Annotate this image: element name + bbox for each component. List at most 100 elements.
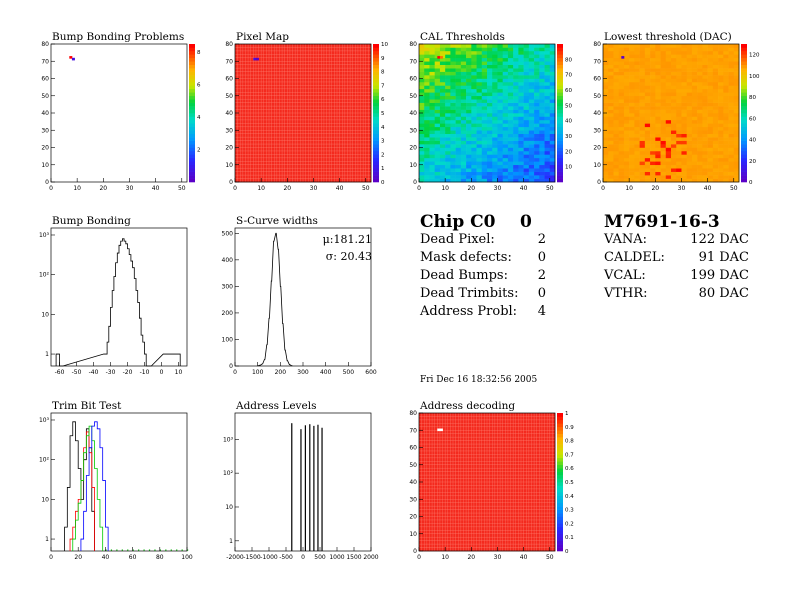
map-cell [608,175,614,179]
y-tick-label: 70 [41,58,49,65]
map-cell [665,78,672,83]
baseline-dot [132,549,134,551]
map-cell [603,54,609,59]
map-cell [528,44,535,48]
color-scale-step [373,133,379,138]
map-cell [539,147,545,152]
map-cell [534,64,540,69]
map-cell [439,81,446,86]
map-cell [439,99,446,103]
color-scale-label: 40 [749,138,756,144]
map-cell [618,64,625,69]
map-cell [466,78,472,83]
map-cell [434,523,441,528]
y-tick-label: 10 [41,162,49,169]
map-cell [723,54,729,59]
map-cell [487,61,493,65]
map-cell [639,144,646,148]
map-cell [697,71,703,76]
color-scale-label: 0 [749,180,753,186]
map-cell [702,57,708,62]
map-cell [544,92,551,97]
map-cell [608,71,614,76]
color-scale-step [189,157,195,162]
map-cell [618,113,625,117]
map-cell [676,178,682,183]
color-scale-step [557,450,563,455]
map-cell [424,75,430,79]
map-cell [434,119,441,124]
map-cell [424,150,430,155]
map-cell [655,57,661,62]
map-cell [471,71,477,76]
map-cell [250,88,257,93]
map-cell [733,126,740,131]
color-scale-step [373,92,379,97]
map-cell [702,154,708,159]
map-cell [255,130,262,134]
y-tick-label: 50 [41,93,49,100]
map-cell [681,123,687,128]
map-cell [439,116,446,121]
map-cell [539,71,545,76]
map-cell [681,154,687,159]
map-cell [523,57,530,62]
map-cell [445,78,451,83]
map-cell [707,50,714,55]
map-cell [250,119,257,124]
map-cell [513,506,519,510]
map-cell [434,81,441,86]
color-scale-step [741,133,747,138]
map-cell [492,81,498,86]
map-cell [623,64,630,69]
map-cell [723,150,729,155]
map-cell [634,113,640,117]
map-cell [523,154,530,159]
color-scale-step [189,109,195,114]
map-cell [460,147,467,152]
map-cell [450,130,456,134]
map-cell [539,126,545,131]
map-cell [518,426,524,431]
map-cell [650,88,656,93]
x-tick-label: 20 [651,185,659,192]
map-cell [518,106,524,110]
map-cell [681,88,687,93]
map-cell [434,102,441,107]
map-cell [644,50,651,55]
dac-row: VCAL: 199 DAC [604,267,749,285]
map-cell [718,130,724,134]
map-cell [650,92,656,97]
map-cell [686,106,693,110]
map-cell [513,44,519,48]
color-scale-step [189,88,195,93]
map-cell [629,133,635,138]
map-cell [502,137,509,141]
color-scale-step [741,54,747,59]
map-cell [665,102,672,107]
map-cell [419,78,425,83]
map-cell [681,85,687,90]
map-cell [245,68,251,72]
map-cell [655,88,661,93]
map-cell [419,64,425,69]
map-cell [613,150,619,155]
color-scale-step [557,471,563,476]
map-cell [629,175,635,179]
map-cell [707,147,714,152]
map-cell [718,137,724,141]
color-scale-label: 1 [381,166,385,172]
map-cell [487,102,493,107]
map-cell [455,150,462,155]
color-scale-step [557,540,563,545]
chart-panel: Address Levels-2000 -1500 -1000 -500 0 500 100… [223,400,379,561]
y-tick-label: 10² [39,272,50,279]
map-cell [434,154,441,159]
map-cell [466,126,472,131]
map-cell [733,61,740,65]
map-cell [603,119,609,124]
map-cell [497,119,503,124]
map-cell [629,92,635,97]
map-cell [681,150,687,155]
y-tick-label: 40 [409,479,417,486]
